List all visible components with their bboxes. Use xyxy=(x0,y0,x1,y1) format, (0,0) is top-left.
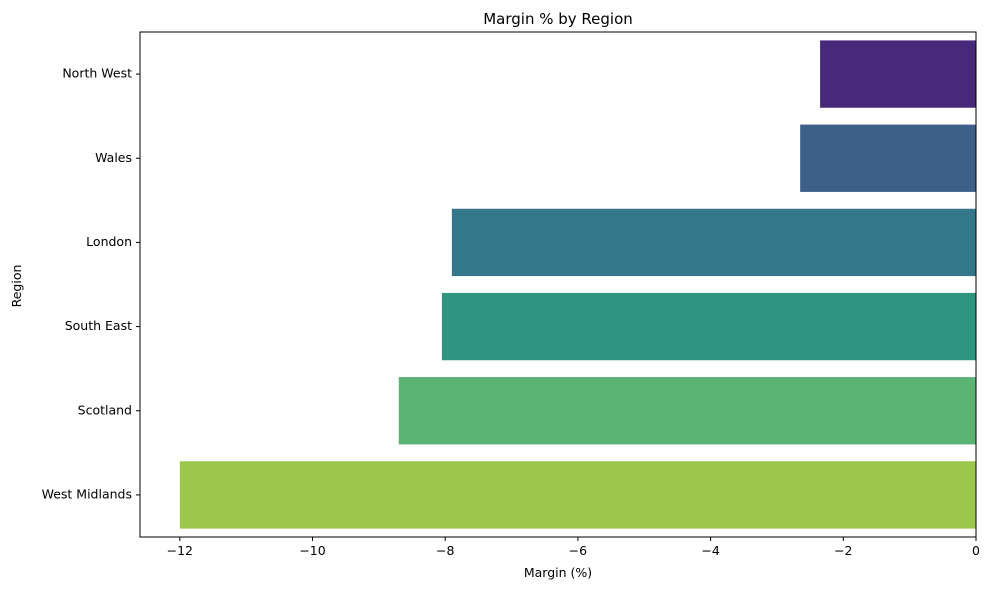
x-tick-label: −10 xyxy=(299,543,325,558)
y-axis: North West Wales London South East Scotland W… xyxy=(42,66,140,501)
bar-wales xyxy=(800,124,976,192)
y-tick-label: South East xyxy=(65,318,132,333)
x-tick-label: −6 xyxy=(569,543,587,558)
x-tick-label: −4 xyxy=(701,543,719,558)
x-tick-label: −2 xyxy=(834,543,852,558)
bar-london xyxy=(451,208,976,277)
bar-north-west xyxy=(820,40,976,108)
y-tick-label: North West xyxy=(62,66,132,81)
y-tick-label: Wales xyxy=(95,150,132,165)
bar-south-east xyxy=(441,292,976,361)
x-tick-label: −8 xyxy=(436,543,454,558)
bars-group xyxy=(179,40,977,529)
chart-title: Margin % by Region xyxy=(483,10,633,28)
x-tick-label: 0 xyxy=(972,543,980,558)
y-tick-label: West Midlands xyxy=(42,486,132,501)
bar-scotland xyxy=(398,377,976,445)
y-tick-label: Scotland xyxy=(78,402,132,417)
bar-west-midlands xyxy=(179,461,977,529)
x-axis-title: Margin (%) xyxy=(524,565,592,580)
x-axis: −12 −10 −8 −6 −4 −2 0 xyxy=(167,537,980,558)
y-axis-title: Region xyxy=(9,265,24,308)
x-tick-label: −12 xyxy=(167,543,193,558)
plot-frame xyxy=(139,31,977,538)
y-tick-label: London xyxy=(86,234,132,249)
